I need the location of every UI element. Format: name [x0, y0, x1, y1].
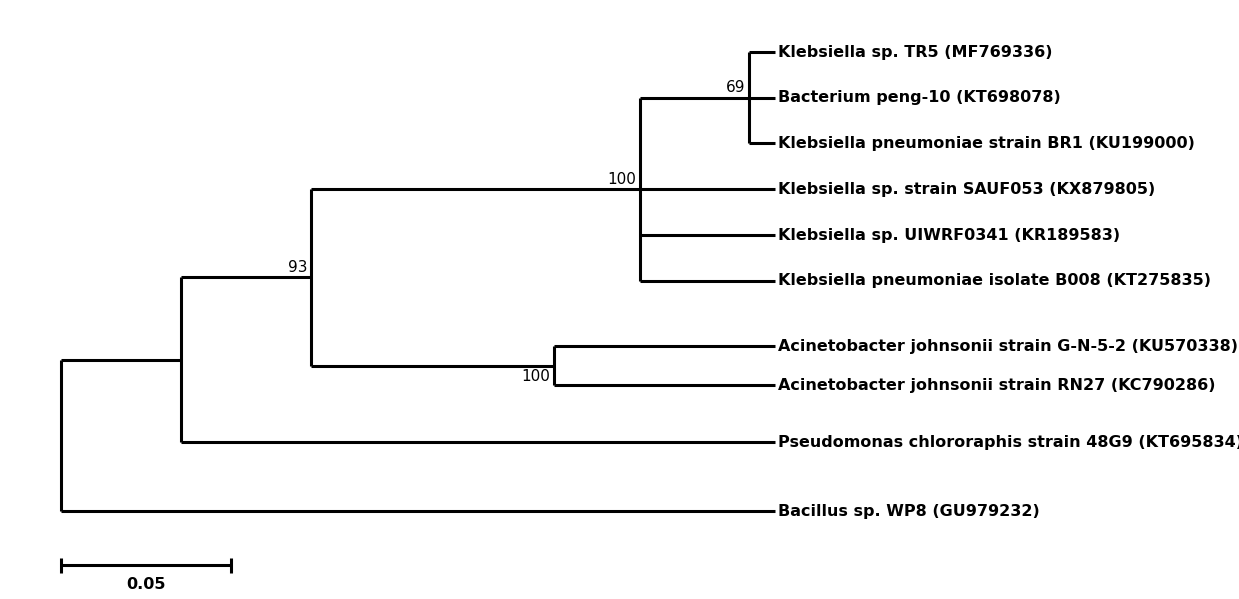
Text: Klebsiella pneumoniae strain BR1 (KU199000): Klebsiella pneumoniae strain BR1 (KU1990… — [778, 136, 1194, 151]
Text: 69: 69 — [726, 80, 746, 95]
Text: Klebsiella sp. UIWRF0341 (KR189583): Klebsiella sp. UIWRF0341 (KR189583) — [778, 228, 1120, 243]
Text: 100: 100 — [608, 172, 637, 187]
Text: Acinetobacter johnsonii strain RN27 (KC790286): Acinetobacter johnsonii strain RN27 (KC7… — [778, 378, 1215, 393]
Text: Klebsiella sp. TR5 (MF769336): Klebsiella sp. TR5 (MF769336) — [778, 44, 1052, 59]
Text: 93: 93 — [289, 260, 307, 275]
Text: 100: 100 — [522, 368, 550, 383]
Text: Acinetobacter johnsonii strain G-N-5-2 (KU570338): Acinetobacter johnsonii strain G-N-5-2 (… — [778, 338, 1238, 353]
Text: Bacillus sp. WP8 (GU979232): Bacillus sp. WP8 (GU979232) — [778, 504, 1040, 519]
Text: 0.05: 0.05 — [126, 577, 166, 592]
Text: Klebsiella pneumoniae isolate B008 (KT275835): Klebsiella pneumoniae isolate B008 (KT27… — [778, 273, 1211, 288]
Text: Pseudomonas chlororaphis strain 48G9 (KT695834): Pseudomonas chlororaphis strain 48G9 (KT… — [778, 435, 1239, 450]
Text: Klebsiella sp. strain SAUF053 (KX879805): Klebsiella sp. strain SAUF053 (KX879805) — [778, 182, 1155, 197]
Text: Bacterium peng-10 (KT698078): Bacterium peng-10 (KT698078) — [778, 90, 1061, 105]
